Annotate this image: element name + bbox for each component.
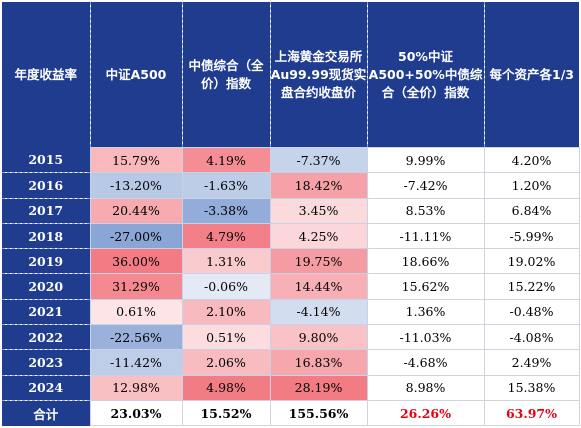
row-year: 2018 — [2, 223, 90, 250]
table-row: 2022 -22.56% 0.51% 9.80% -11.03% -4.08% — [2, 324, 580, 351]
total-a500: 23.03% — [89, 400, 183, 426]
cell-mix-5050: 1.36% — [366, 298, 485, 326]
cell-bond: 2.10% — [181, 298, 271, 326]
cell-mix-5050: 18.66% — [366, 248, 485, 275]
cell-a500: -13.20% — [89, 172, 183, 199]
cell-bond: -3.38% — [181, 197, 271, 224]
table-row: 2019 36.00% 1.31% 19.75% 18.66% 19.02% — [2, 248, 580, 275]
header-bond-index: 中债综合（全价）指数 — [182, 2, 271, 148]
header-a500: 中证A500 — [90, 2, 183, 148]
cell-equal-third: 2.49% — [483, 349, 580, 376]
row-year: 2017 — [2, 198, 90, 224]
table-row: 2024 12.98% 4.98% 28.19% 8.98% 15.38% — [2, 374, 580, 402]
cell-bond: 4.79% — [181, 222, 271, 250]
cell-gold: 28.19% — [269, 374, 368, 402]
cell-a500: 15.79% — [89, 146, 183, 174]
table-footer: 合计 23.03% 15.52% 155.56% 26.26% 63.97% — [2, 400, 580, 426]
row-year: 2022 — [2, 324, 90, 351]
row-year: 2021 — [2, 299, 90, 326]
cell-mix-5050: 8.53% — [366, 197, 485, 224]
table-body: 2015 15.79% 4.19% -7.37% 9.99% 4.20% 2016 -13.2… — [2, 146, 580, 402]
cell-mix-5050: -11.11% — [366, 222, 485, 250]
table-row: 2021 0.61% 2.10% -4.14% 1.36% -0.48% — [2, 298, 580, 326]
cell-gold: 16.83% — [269, 349, 368, 376]
row-year: 2020 — [2, 273, 90, 300]
cell-mix-5050: -11.03% — [366, 324, 485, 351]
total-mix-5050: 26.26% — [366, 400, 485, 426]
header-row: 年度收益率 中证A500 中债综合（全价）指数 上海黄金交易所Au99.99现货… — [2, 2, 579, 148]
cell-gold: 4.25% — [269, 222, 368, 250]
cell-gold: 3.45% — [269, 197, 368, 224]
cell-mix-5050: -7.42% — [366, 172, 485, 199]
cell-bond: 1.31% — [181, 248, 271, 275]
cell-mix-5050: 8.98% — [366, 374, 485, 402]
cell-a500: -27.00% — [89, 222, 183, 250]
row-year: 2024 — [2, 375, 90, 402]
header-equal-third: 每个资产各1/3 — [484, 2, 579, 148]
cell-bond: 4.19% — [181, 146, 271, 174]
cell-gold: 18.42% — [269, 172, 368, 199]
cell-a500: 31.29% — [89, 273, 183, 300]
cell-mix-5050: -4.68% — [366, 349, 485, 376]
total-gold: 155.56% — [269, 400, 368, 426]
header-gold: 上海黄金交易所Au99.99现货实盘合约收盘价 — [270, 2, 368, 148]
table-row: 2020 31.29% -0.06% 14.44% 15.62% 15.22% — [2, 273, 580, 300]
table-row: 2015 15.79% 4.19% -7.37% 9.99% 4.20% — [2, 146, 580, 174]
cell-equal-third: 15.38% — [483, 374, 580, 402]
cell-gold: 19.75% — [269, 248, 368, 275]
cell-gold: -4.14% — [269, 298, 368, 326]
row-year: 2023 — [2, 349, 90, 376]
cell-bond: -0.06% — [181, 273, 271, 300]
total-equal-third: 63.97% — [483, 400, 580, 426]
total-bond: 15.52% — [181, 400, 271, 426]
cell-mix-5050: 9.99% — [366, 146, 485, 174]
row-year: 2015 — [2, 147, 90, 174]
cell-gold: 14.44% — [269, 273, 368, 300]
cell-gold: -7.37% — [269, 146, 368, 174]
table-row: 2017 20.44% -3.38% 3.45% 8.53% 6.84% — [2, 197, 580, 224]
cell-gold: 9.80% — [269, 324, 368, 351]
cell-equal-third: -5.99% — [483, 222, 580, 250]
table-row: 2016 -13.20% -1.63% 18.42% -7.42% 1.20% — [2, 172, 580, 199]
header-mix-5050: 50%中证A500+50%中债综合（全价）指数 — [367, 2, 485, 148]
cell-a500: 0.61% — [89, 298, 183, 326]
cell-bond: 2.06% — [181, 349, 271, 376]
cell-a500: -11.42% — [89, 349, 183, 376]
cell-equal-third: -4.08% — [483, 324, 580, 351]
table-header: 年度收益率 中证A500 中债综合（全价）指数 上海黄金交易所Au99.99现货… — [2, 2, 579, 148]
total-label: 合计 — [2, 400, 90, 426]
cell-equal-third: 1.20% — [483, 172, 580, 199]
cell-equal-third: -0.48% — [483, 298, 580, 326]
row-year: 2019 — [2, 248, 90, 275]
cell-equal-third: 4.20% — [483, 146, 580, 174]
cell-mix-5050: 15.62% — [366, 273, 485, 300]
cell-bond: 4.98% — [181, 374, 271, 402]
total-row: 合计 23.03% 15.52% 155.56% 26.26% 63.97% — [2, 400, 580, 426]
cell-a500: 36.00% — [89, 248, 183, 275]
cell-a500: 12.98% — [89, 374, 183, 402]
cell-bond: -1.63% — [181, 172, 271, 199]
cell-bond: 0.51% — [181, 324, 271, 351]
cell-equal-third: 6.84% — [483, 197, 580, 224]
cell-a500: 20.44% — [89, 197, 183, 224]
row-year: 2016 — [2, 172, 90, 199]
cell-equal-third: 15.22% — [483, 273, 580, 300]
table-row: 2018 -27.00% 4.79% 4.25% -11.11% -5.99% — [2, 222, 580, 250]
header-year: 年度收益率 — [2, 2, 91, 148]
table-row: 2023 -11.42% 2.06% 16.83% -4.68% 2.49% — [2, 349, 580, 376]
cell-equal-third: 19.02% — [483, 248, 580, 275]
cell-a500: -22.56% — [89, 324, 183, 351]
